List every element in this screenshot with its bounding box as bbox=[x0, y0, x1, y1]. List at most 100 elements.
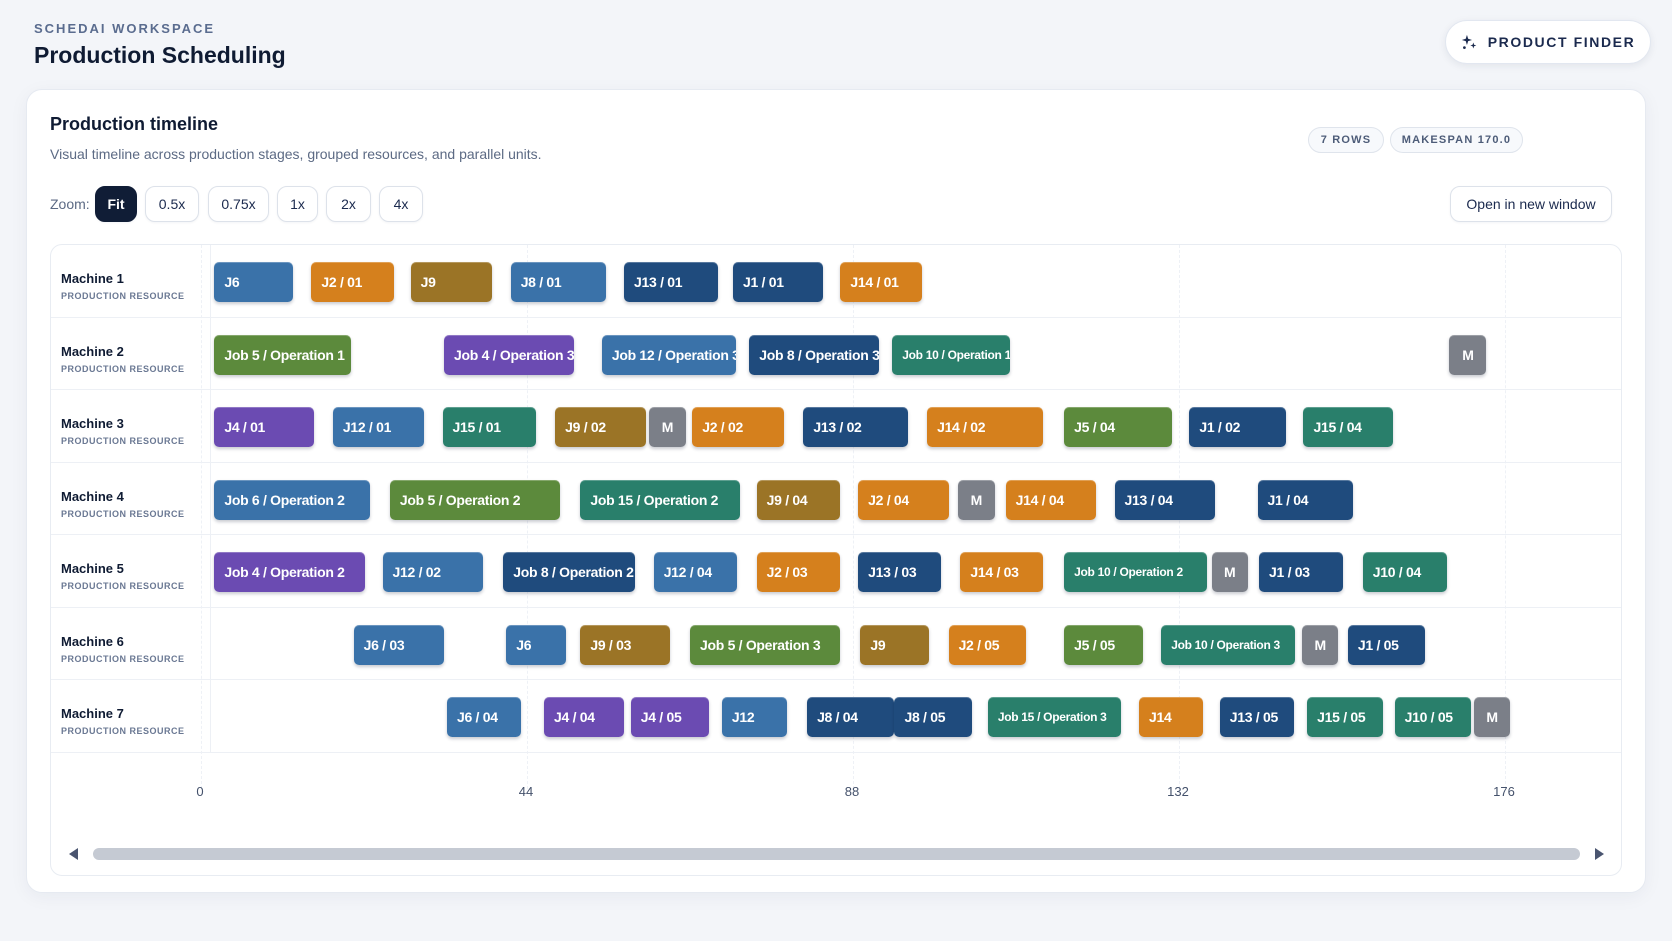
job-bar[interactable]: Job 5 / Operation 1 bbox=[214, 334, 352, 375]
job-bar[interactable]: J2 / 03 bbox=[756, 552, 841, 593]
gantt-row: Machine 6 PRODUCTION RESOURCE J6 / 03 J6 J9 … bbox=[51, 607, 1621, 680]
job-bar[interactable]: J10 / 05 bbox=[1394, 697, 1471, 738]
job-bar[interactable]: J4 / 04 bbox=[544, 697, 625, 738]
zoom-option-2x[interactable]: 2x bbox=[326, 186, 371, 222]
job-bar[interactable]: J9 / 04 bbox=[756, 479, 841, 520]
job-bar[interactable]: Job 4 / Operation 2 bbox=[214, 552, 366, 593]
job-bar[interactable]: Job 10 / Operation 1 bbox=[892, 334, 1011, 375]
zoom-option-4x[interactable]: 4x bbox=[379, 186, 423, 222]
job-bar[interactable]: J9 / 02 bbox=[555, 407, 646, 448]
job-bar[interactable]: Job 8 / Operation 2 bbox=[503, 552, 636, 593]
job-bar[interactable]: J10 / 04 bbox=[1362, 552, 1448, 593]
zoom-option-0-75x[interactable]: 0.75x bbox=[208, 186, 269, 222]
job-bar[interactable]: J1 / 03 bbox=[1259, 552, 1344, 593]
machine-type: PRODUCTION RESOURCE bbox=[61, 581, 185, 591]
job-bar[interactable]: J12 bbox=[721, 697, 788, 738]
product-finder-label: PRODUCT FINDER bbox=[1487, 34, 1636, 50]
job-bar[interactable]: J14 / 04 bbox=[1005, 479, 1097, 520]
job-bar[interactable]: J13 / 03 bbox=[858, 552, 942, 593]
job-bar[interactable]: J2 / 04 bbox=[858, 479, 949, 520]
job-bar[interactable]: Job 8 / Operation 3 bbox=[749, 334, 879, 375]
job-bar[interactable]: J5 / 05 bbox=[1064, 624, 1144, 665]
job-bar[interactable]: J9 bbox=[410, 262, 493, 303]
job-bar[interactable]: J6 / 04 bbox=[446, 697, 522, 738]
job-bar[interactable]: Job 4 / Operation 3 bbox=[444, 334, 574, 375]
job-bar[interactable]: J2 / 05 bbox=[948, 624, 1027, 665]
job-bar[interactable]: J13 / 05 bbox=[1219, 697, 1294, 738]
open-in-new-window-button[interactable]: Open in new window bbox=[1450, 186, 1612, 222]
gantt-row: Machine 1 PRODUCTION RESOURCE J6 J2 / 01 J9 J… bbox=[51, 245, 1621, 318]
gantt-row: Machine 5 PRODUCTION RESOURCE Job 4 / Oper… bbox=[51, 535, 1621, 608]
scroll-right-arrow-icon[interactable] bbox=[1595, 848, 1604, 860]
product-finder-button[interactable]: PRODUCT FINDER bbox=[1445, 20, 1651, 64]
job-bar[interactable]: J2 / 01 bbox=[311, 262, 394, 303]
job-bar[interactable]: Job 10 / Operation 2 bbox=[1064, 552, 1208, 593]
job-bar[interactable]: Job 5 / Operation 3 bbox=[690, 624, 841, 665]
job-bar[interactable]: Job 5 / Operation 2 bbox=[389, 479, 561, 520]
gantt-row: Machine 2 PRODUCTION RESOURCE Job 5 / Oper… bbox=[51, 317, 1621, 390]
zoom-option-0-5x[interactable]: 0.5x bbox=[145, 186, 199, 222]
gantt-row: Machine 3 PRODUCTION RESOURCE J4 / 01 J12 /… bbox=[51, 390, 1621, 463]
row-label: Machine 2 PRODUCTION RESOURCE bbox=[51, 317, 211, 389]
axis-tick-label: 88 bbox=[844, 784, 860, 799]
machine-type: PRODUCTION RESOURCE bbox=[61, 508, 185, 519]
machine-name: Machine 3 bbox=[61, 416, 124, 431]
maintenance-block[interactable]: M bbox=[1211, 552, 1248, 593]
row-label: Machine 1 PRODUCTION RESOURCE bbox=[51, 245, 211, 317]
row-label: Machine 5 PRODUCTION RESOURCE bbox=[51, 535, 211, 607]
machine-type: PRODUCTION RESOURCE bbox=[61, 653, 185, 664]
maintenance-block[interactable]: M bbox=[649, 407, 686, 448]
job-bar[interactable]: J2 / 02 bbox=[692, 407, 785, 448]
job-bar[interactable]: J12 / 02 bbox=[382, 552, 483, 593]
job-bar[interactable]: J13 / 02 bbox=[803, 407, 908, 448]
job-bar[interactable]: J9 / 03 bbox=[580, 624, 670, 665]
job-bar[interactable]: J14 / 01 bbox=[840, 262, 922, 303]
job-bar[interactable]: Job 6 / Operation 2 bbox=[214, 479, 370, 520]
job-bar[interactable]: J12 / 01 bbox=[332, 407, 424, 448]
job-bar[interactable]: J1 / 02 bbox=[1189, 407, 1286, 448]
production-timeline-card: Production timeline Visual timeline acro… bbox=[26, 89, 1646, 893]
gridline bbox=[853, 245, 854, 789]
job-bar[interactable]: J4 / 05 bbox=[630, 697, 709, 738]
job-bar[interactable]: J1 / 05 bbox=[1347, 624, 1425, 665]
machine-type: PRODUCTION RESOURCE bbox=[61, 291, 185, 301]
maintenance-block[interactable]: M bbox=[958, 479, 995, 520]
job-bar[interactable]: J15 / 04 bbox=[1303, 407, 1394, 448]
job-bar[interactable]: J13 / 04 bbox=[1114, 479, 1215, 520]
job-bar[interactable]: J8 / 01 bbox=[510, 262, 607, 303]
job-bar[interactable]: J5 / 04 bbox=[1064, 407, 1172, 448]
horizontal-scrollbar[interactable] bbox=[93, 848, 1580, 860]
job-bar[interactable]: J6 bbox=[214, 262, 293, 303]
job-bar[interactable]: J14 bbox=[1138, 697, 1204, 738]
job-bar[interactable]: J1 / 01 bbox=[732, 262, 823, 303]
machine-name: Machine 4 bbox=[61, 488, 124, 504]
job-bar[interactable]: J13 / 01 bbox=[624, 262, 719, 303]
job-bar[interactable]: Job 12 / Operation 3 bbox=[601, 334, 736, 375]
scroll-left-arrow-icon[interactable] bbox=[69, 848, 78, 860]
job-bar[interactable]: J8 / 04 bbox=[807, 697, 895, 738]
job-bar[interactable]: J15 / 01 bbox=[442, 407, 536, 448]
job-bar[interactable]: J14 / 03 bbox=[960, 552, 1043, 593]
job-bar[interactable]: J1 / 04 bbox=[1257, 479, 1354, 520]
zoom-option-fit[interactable]: Fit bbox=[95, 186, 137, 222]
job-bar[interactable]: J4 / 01 bbox=[214, 407, 314, 448]
gantt-row: Machine 7 PRODUCTION RESOURCE J6 / 04 J4 / … bbox=[51, 680, 1621, 753]
job-bar[interactable]: Job 10 / Operation 3 bbox=[1161, 624, 1296, 665]
job-bar[interactable]: Job 15 / Operation 3 bbox=[987, 697, 1122, 738]
maintenance-block[interactable]: M bbox=[1449, 334, 1487, 375]
job-bar[interactable]: J6 bbox=[506, 624, 566, 665]
machine-name: Machine 1 bbox=[61, 271, 124, 286]
axis-tick-label: 0 bbox=[196, 784, 204, 799]
maintenance-block[interactable]: M bbox=[1301, 624, 1339, 665]
job-bar[interactable]: J12 / 04 bbox=[653, 552, 737, 593]
card-subtitle: Visual timeline across production stages… bbox=[50, 146, 542, 162]
job-bar[interactable]: J15 / 05 bbox=[1307, 697, 1384, 738]
zoom-option-1x[interactable]: 1x bbox=[277, 186, 318, 222]
job-bar[interactable]: Job 15 / Operation 2 bbox=[580, 479, 741, 520]
job-bar[interactable]: J9 bbox=[860, 624, 929, 665]
maintenance-block[interactable]: M bbox=[1473, 697, 1511, 738]
job-bar[interactable]: J6 / 03 bbox=[353, 624, 445, 665]
job-bar[interactable]: J8 / 05 bbox=[894, 697, 972, 738]
workspace-eyebrow: SCHEDAI WORKSPACE bbox=[34, 21, 216, 36]
job-bar[interactable]: J14 / 02 bbox=[927, 407, 1043, 448]
